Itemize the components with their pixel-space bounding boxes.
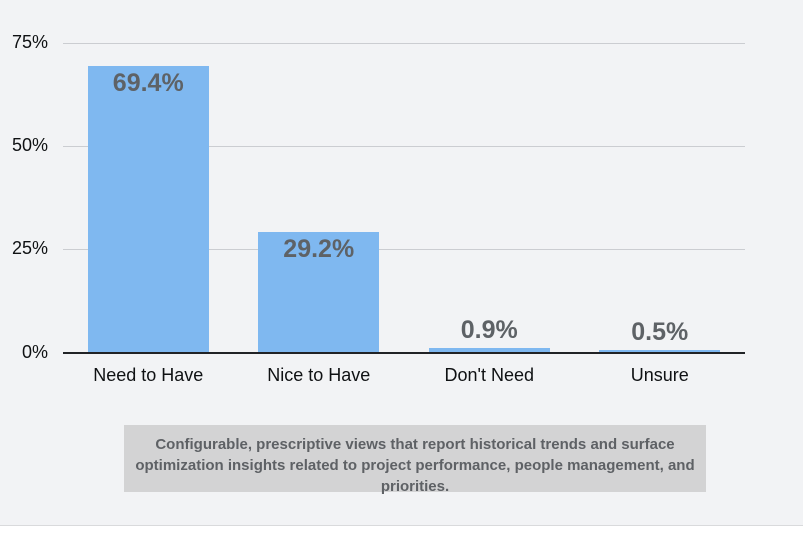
gridline (63, 42, 745, 44)
y-axis-tick-label: 75% (11, 32, 48, 52)
page-edge-strip (0, 525, 803, 534)
y-axis-tick-label: 50% (11, 135, 48, 156)
x-axis-baseline (63, 352, 745, 354)
x-axis-category-label: Nice to Have (267, 365, 371, 385)
bar-unsure[interactable] (599, 349, 721, 352)
caption-line: priorities. (380, 478, 450, 495)
bar-value-label: 0.5% (631, 317, 689, 346)
y-axis-tick-label: 25% (11, 238, 48, 259)
caption-box: Configurable, prescriptive views that re… (124, 425, 706, 495)
gridline (63, 248, 745, 250)
bar-value-label: 29.2% (283, 234, 355, 263)
gridline (63, 145, 745, 147)
caption-line: Configurable, prescriptive views that re… (155, 436, 675, 453)
x-axis-category-label: Unsure (630, 365, 689, 385)
bar-need-to-have[interactable] (87, 65, 209, 352)
bar-nice-to-have[interactable] (258, 231, 380, 352)
bar-don-t-need[interactable] (428, 348, 550, 352)
x-axis-category-label: Don't Need (444, 365, 535, 385)
bar-value-label: 0.9% (460, 316, 518, 345)
bar-value-label: 69.4% (112, 68, 184, 97)
y-axis-tick-label: 0% (21, 341, 48, 362)
caption-line: optimization insights related to project… (135, 457, 695, 474)
x-axis-category-label: Need to Have (93, 365, 204, 385)
